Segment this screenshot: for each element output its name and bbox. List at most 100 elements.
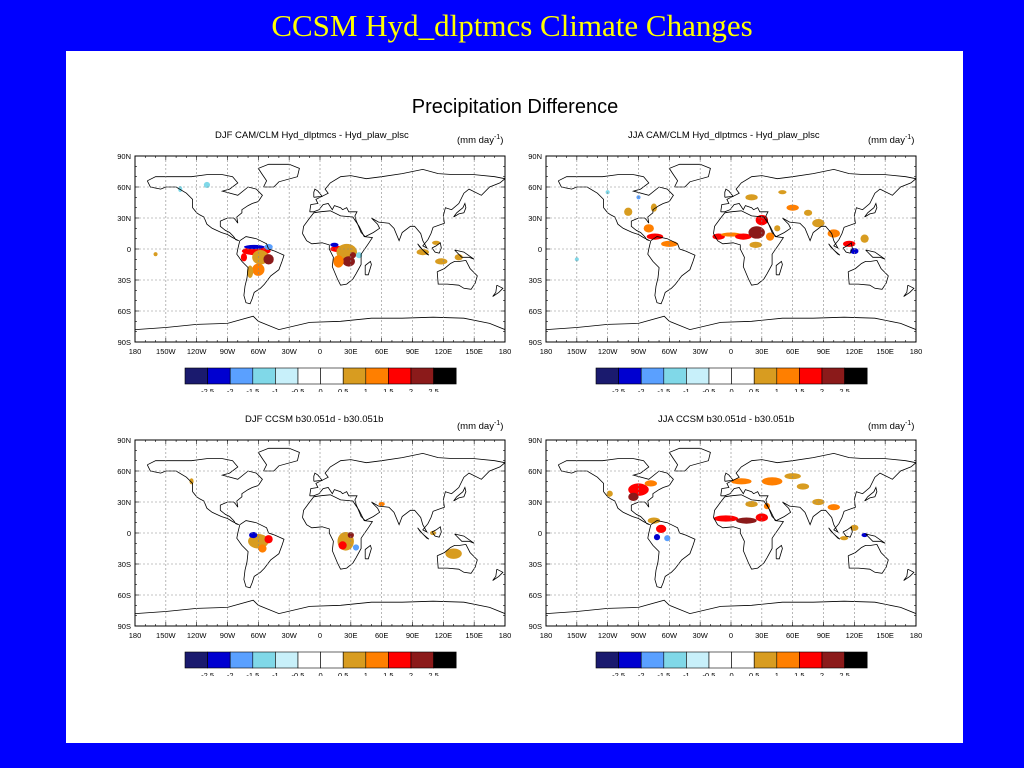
units-text: (mm day [868, 135, 905, 147]
coastline [417, 527, 430, 540]
units-exponent: -1 [904, 134, 912, 141]
colorbar-label: 1.5 [794, 671, 804, 676]
colorbar-label: -2.5 [612, 671, 625, 676]
precip-anomaly [646, 233, 664, 240]
coastline [146, 458, 263, 526]
precip-anomaly [761, 477, 783, 486]
lon-tick-label: 0 [318, 347, 322, 356]
map-panel-djf-ccsm: 90N 60N 30N 0 30S 60S 90S 180 150W 120W 90W 60W 30W 0… [105, 414, 511, 676]
units-close: ) [911, 135, 915, 147]
precip-anomaly [338, 541, 347, 550]
precip-anomaly [153, 252, 158, 257]
colorbar-swatch [388, 651, 412, 669]
lon-tick-label: 90W [631, 347, 647, 356]
map-title: DJF CAM/CLM Hyd_dlptmcs - Hyd_plaw_plsc [215, 130, 409, 141]
precip-anomaly [606, 490, 613, 497]
units-text: (mm day [457, 421, 494, 433]
lat-tick-label: 90N [528, 436, 542, 445]
units-text: (mm day [868, 421, 905, 433]
colorbar-label: -2.5 [201, 671, 214, 676]
colorbar-label: -1 [272, 671, 279, 676]
coastline [724, 472, 734, 482]
colorbar-swatch [320, 651, 344, 669]
colorbar-swatch [821, 651, 845, 669]
precip-anomaly [432, 240, 441, 245]
coastline [257, 447, 300, 472]
coastline [903, 568, 915, 581]
precip-anomaly [778, 190, 787, 195]
colorbar-swatch [229, 651, 254, 669]
precip-anomaly [258, 544, 267, 553]
coastline [864, 486, 878, 502]
precip-anomaly [624, 207, 633, 216]
lon-tick-label: 180 [499, 347, 512, 356]
precip-anomaly [796, 483, 810, 490]
colorbar-swatch [184, 367, 208, 385]
lon-tick-label: 150E [876, 631, 894, 640]
precip-anomaly [713, 515, 739, 522]
coastline [647, 520, 696, 589]
units-exponent: -1 [904, 420, 912, 427]
precip-anomaly [347, 531, 354, 539]
lon-tick-label: 150W [156, 347, 177, 356]
precip-anomaly [628, 492, 639, 501]
lat-tick-label: 30N [528, 498, 542, 507]
colorbar-swatch [595, 651, 619, 669]
precip-anomaly [653, 534, 661, 541]
lon-tick-label: 60E [786, 347, 799, 356]
colorbar-swatch [663, 651, 687, 669]
lon-tick-label: 90E [817, 347, 830, 356]
coastline [903, 284, 915, 297]
lon-tick-label: 120E [846, 631, 864, 640]
coastline [302, 210, 374, 286]
precip-anomaly [264, 243, 273, 251]
lat-tick-label: 60S [529, 591, 542, 600]
lon-tick-label: 150W [567, 631, 588, 640]
colorbar-swatch [731, 367, 755, 385]
lon-tick-label: 180 [540, 347, 553, 356]
units-label: (mm day-1) [868, 420, 914, 432]
lat-tick-label: 30S [118, 560, 131, 569]
precip-anomaly [647, 517, 661, 524]
colorbar-label: 0.5 [749, 387, 759, 392]
precip-anomaly [349, 252, 356, 259]
coastline [313, 188, 323, 198]
coastline [454, 533, 475, 544]
colorbar-label: 2 [409, 387, 413, 392]
colorbar-swatch [663, 367, 687, 385]
colorbar-swatch [410, 367, 434, 385]
colorbar-label: -0.5 [703, 671, 716, 676]
colorbar-swatch [297, 651, 321, 669]
lon-tick-label: 30W [281, 347, 297, 356]
coastline [720, 452, 916, 533]
lon-tick-label: 120W [598, 631, 619, 640]
lat-tick-label: 30N [117, 498, 131, 507]
colorbar-swatch [342, 367, 367, 385]
lon-tick-label: 30W [692, 631, 708, 640]
precip-anomaly [827, 229, 840, 238]
lat-tick-label: 90N [528, 152, 542, 161]
precip-anomaly [650, 203, 657, 212]
coastline [775, 260, 783, 276]
lon-tick-label: 180 [499, 631, 512, 640]
precip-anomaly [774, 225, 781, 232]
colorbar-label: -1.5 [246, 671, 259, 676]
colorbar-swatch [433, 367, 457, 385]
colorbar-label: 2.5 [428, 671, 438, 676]
precip-anomaly [333, 255, 344, 268]
colorbar-swatch [618, 367, 642, 385]
lat-tick-label: 90S [529, 338, 542, 347]
lon-tick-label: 180 [910, 347, 923, 356]
map-title: JJA CAM/CLM Hyd_dlptmcs - Hyd_plaw_plsc [628, 130, 820, 141]
slide-title: CCSM Hyd_dlptmcs Climate Changes [271, 8, 753, 43]
lat-tick-label: 60N [117, 467, 131, 476]
colorbar-label: 0 [730, 387, 734, 392]
lon-tick-label: 90W [220, 631, 236, 640]
coastline [546, 599, 916, 615]
precip-anomaly [803, 209, 813, 216]
colorbar-label: 1.5 [794, 387, 804, 392]
coastline [864, 202, 878, 218]
colorbar-swatch [708, 651, 732, 669]
precip-anomaly [243, 244, 265, 249]
